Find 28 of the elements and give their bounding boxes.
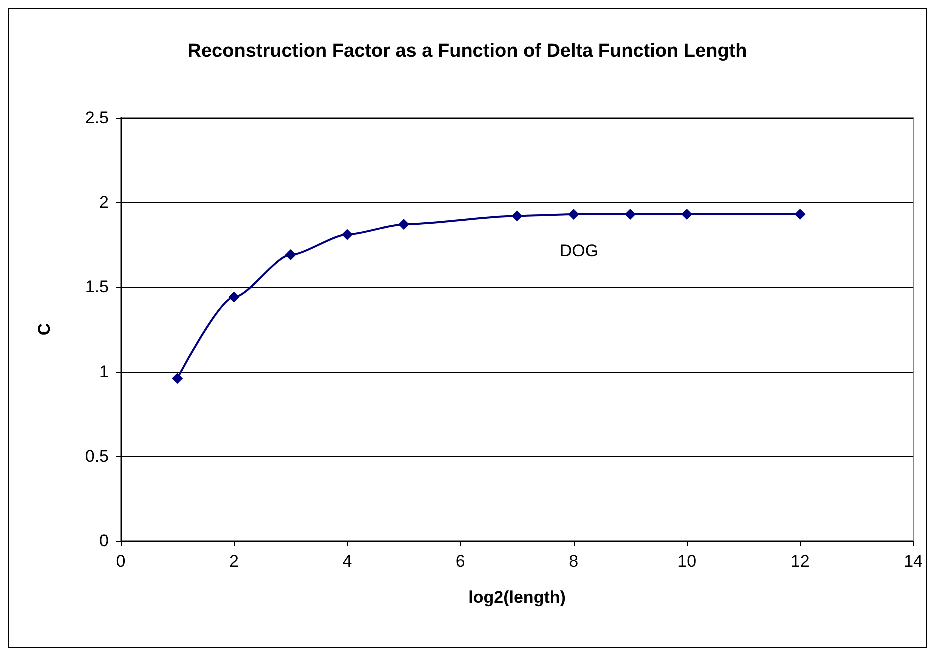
point (398, 219, 410, 230)
x-tick-label: 14 (904, 552, 924, 571)
x-tick-label: 10 (678, 552, 697, 571)
point (568, 208, 580, 220)
point (285, 250, 296, 261)
y-tick-label: 2 (100, 193, 109, 212)
point (172, 373, 184, 384)
point (682, 208, 693, 220)
x-tick-label: 12 (790, 552, 810, 571)
chart-title: Reconstruction Factor as a Function of Delta Function Length (188, 41, 748, 62)
y-tick-label: 1 (100, 362, 109, 382)
x-tick-label: 2 (229, 552, 239, 571)
point (342, 229, 353, 240)
point (624, 208, 636, 220)
y-tick-label: 2.5 (85, 108, 109, 128)
y-tick-label: 1.5 (85, 278, 109, 297)
x-tick-label: 4 (342, 552, 352, 571)
point (512, 210, 523, 222)
x-tick-label: 8 (569, 552, 579, 571)
series-label: DOG (560, 241, 599, 260)
point (228, 292, 240, 303)
x-axis-title: log2(length) (468, 588, 566, 607)
y-tick-label: 0 (100, 532, 109, 550)
x-tick-label: 0 (116, 552, 126, 571)
x-tick-label: 6 (456, 552, 466, 571)
point (794, 208, 806, 220)
y-tick-label: 0.5 (85, 446, 109, 466)
y-axis-title: C (35, 323, 54, 336)
